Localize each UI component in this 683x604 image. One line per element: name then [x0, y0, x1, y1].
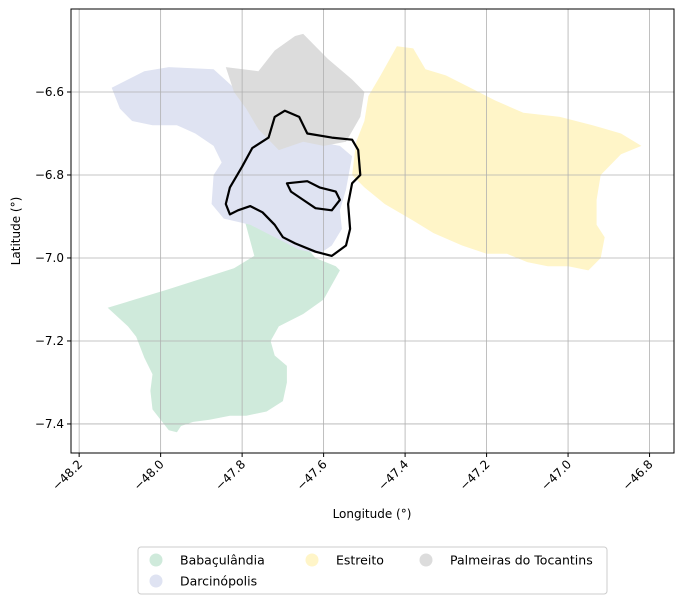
y-tick-label: −6.6 — [35, 85, 64, 99]
y-tick-label: −7.0 — [35, 251, 64, 265]
legend-label-darcinopolis: Darcinópolis — [180, 574, 257, 589]
boundary-outline — [224, 109, 362, 257]
legend-marker-darcinopolis — [149, 574, 163, 588]
legend-marker-palmeiras-do-tocantins — [419, 553, 433, 567]
regions-layer — [107, 33, 642, 433]
y-tick-label: −6.8 — [35, 168, 64, 182]
legend-label-palmeiras-do-tocantins: Palmeiras do Tocantins — [450, 553, 593, 568]
gridlines — [71, 9, 674, 453]
y-axis-title: Latitude (°) — [9, 197, 23, 266]
region-darcinopolis — [111, 67, 353, 254]
legend-box — [137, 546, 608, 595]
axes-frame — [70, 8, 675, 454]
y-tick-label: −7.2 — [35, 334, 64, 348]
x-axis-title: Longitude (°) — [333, 507, 412, 521]
region-babaculandia — [107, 218, 340, 433]
legend-marker-babaculandia — [149, 553, 163, 567]
outline-layer — [224, 109, 362, 257]
y-axis-ticks: −6.6 −6.8 −7.0 −7.2 −7.4 — [35, 85, 71, 431]
y-tick-label: −7.4 — [35, 417, 64, 431]
boundary-outline — [285, 180, 341, 212]
legend-label-estreito: Estreito — [336, 553, 384, 568]
legend-label-babaculandia: Babaçulândia — [180, 553, 265, 568]
legend: Babaçulândia Darcinópolis Estreito Palmeira… — [137, 546, 608, 595]
region-estreito — [352, 46, 642, 271]
legend-marker-estreito — [305, 553, 319, 567]
